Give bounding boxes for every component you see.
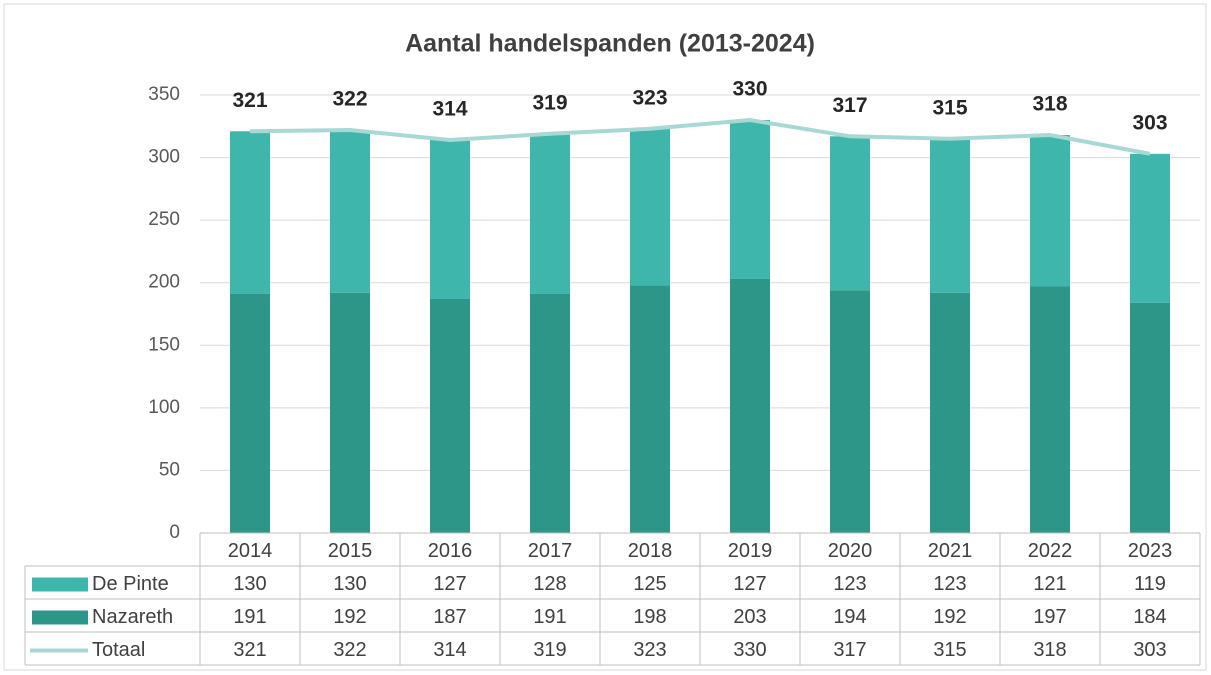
- table-cell: 322: [333, 639, 366, 661]
- bar: [830, 290, 870, 533]
- bar: [730, 278, 770, 533]
- bar: [430, 298, 470, 533]
- x-tick-label: 2020: [828, 540, 873, 562]
- bar: [930, 138, 970, 293]
- table-cell: 303: [1133, 639, 1166, 661]
- table-cell: 203: [733, 606, 766, 628]
- bar: [730, 120, 770, 279]
- table-cell: 187: [433, 606, 466, 628]
- table-cell: 317: [833, 639, 866, 661]
- x-tick-label: 2023: [1128, 540, 1173, 562]
- table-cell: 191: [533, 606, 566, 628]
- data-label: 330: [732, 78, 767, 101]
- bar: [530, 133, 570, 294]
- bar: [230, 293, 270, 533]
- bar: [1030, 135, 1070, 287]
- legend-label: Nazareth: [92, 606, 173, 628]
- bar: [330, 292, 370, 533]
- bar: [330, 130, 370, 293]
- data-label: 315: [932, 96, 967, 119]
- y-tick-label: 300: [148, 147, 180, 168]
- bar: [1130, 153, 1170, 303]
- bar: [230, 131, 270, 294]
- y-tick-label: 250: [148, 209, 180, 230]
- data-label: 303: [1132, 111, 1167, 134]
- table-cell: 123: [933, 573, 966, 595]
- table-cell: 323: [633, 639, 666, 661]
- bar: [630, 128, 670, 286]
- data-label: 317: [832, 94, 867, 117]
- table-cell: 194: [833, 606, 866, 628]
- table-cell: 127: [733, 573, 766, 595]
- y-tick-label: 150: [148, 334, 180, 355]
- data-label: 321: [232, 89, 267, 112]
- chart-title: Aantal handelspanden (2013-2024): [405, 30, 815, 58]
- data-label: 322: [332, 88, 367, 111]
- table-cell: 125: [633, 573, 666, 595]
- legend-label: De Pinte: [92, 573, 169, 595]
- table-cell: 184: [1133, 606, 1166, 628]
- y-tick-label: 350: [148, 84, 180, 105]
- table-cell: 119: [1134, 573, 1166, 595]
- table-cell: 128: [533, 573, 566, 595]
- x-tick-label: 2022: [1028, 540, 1073, 562]
- x-tick-label: 2019: [728, 540, 773, 562]
- x-tick-label: 2017: [528, 540, 573, 562]
- legend-key: [32, 577, 88, 592]
- y-tick-label: 50: [159, 459, 180, 480]
- legend-key: [32, 610, 88, 625]
- x-tick-label: 2014: [228, 540, 273, 562]
- table-cell: 130: [233, 573, 266, 595]
- table-cell: 198: [633, 606, 666, 628]
- table-cell: 192: [933, 606, 966, 628]
- x-tick-label: 2018: [628, 540, 673, 562]
- chart-frame: [3, 3, 1207, 671]
- x-tick-label: 2016: [428, 540, 473, 562]
- table-cell: 130: [333, 573, 366, 595]
- x-tick-label: 2021: [928, 540, 973, 562]
- y-tick-label: 200: [148, 272, 180, 293]
- bar: [430, 140, 470, 299]
- bar: [530, 293, 570, 533]
- x-tick-label: 2015: [328, 540, 373, 562]
- table-cell: 330: [733, 639, 766, 661]
- y-tick-label: 100: [148, 397, 180, 418]
- table-cell: 192: [333, 606, 366, 628]
- bar: [1030, 286, 1070, 533]
- table-cell: 319: [533, 639, 566, 661]
- data-label: 318: [1032, 93, 1067, 116]
- y-tick-label: 0: [169, 522, 180, 543]
- legend-label: Totaal: [92, 639, 145, 661]
- table-cell: 121: [1033, 573, 1066, 595]
- data-label: 319: [532, 91, 567, 114]
- data-label: 323: [632, 86, 667, 109]
- table-cell: 318: [1033, 639, 1066, 661]
- table-cell: 321: [233, 639, 266, 661]
- bar: [630, 285, 670, 533]
- line: [249, 118, 1151, 156]
- bar: [1130, 302, 1170, 533]
- table-cell: 315: [933, 639, 966, 661]
- table-cell: 123: [833, 573, 866, 595]
- bar: [830, 136, 870, 291]
- table-cell: 127: [433, 573, 466, 595]
- data-label: 314: [432, 98, 467, 121]
- bar: [930, 292, 970, 533]
- table-cell: 314: [433, 639, 466, 661]
- table-cell: 197: [1033, 606, 1066, 628]
- table-cell: 191: [233, 606, 266, 628]
